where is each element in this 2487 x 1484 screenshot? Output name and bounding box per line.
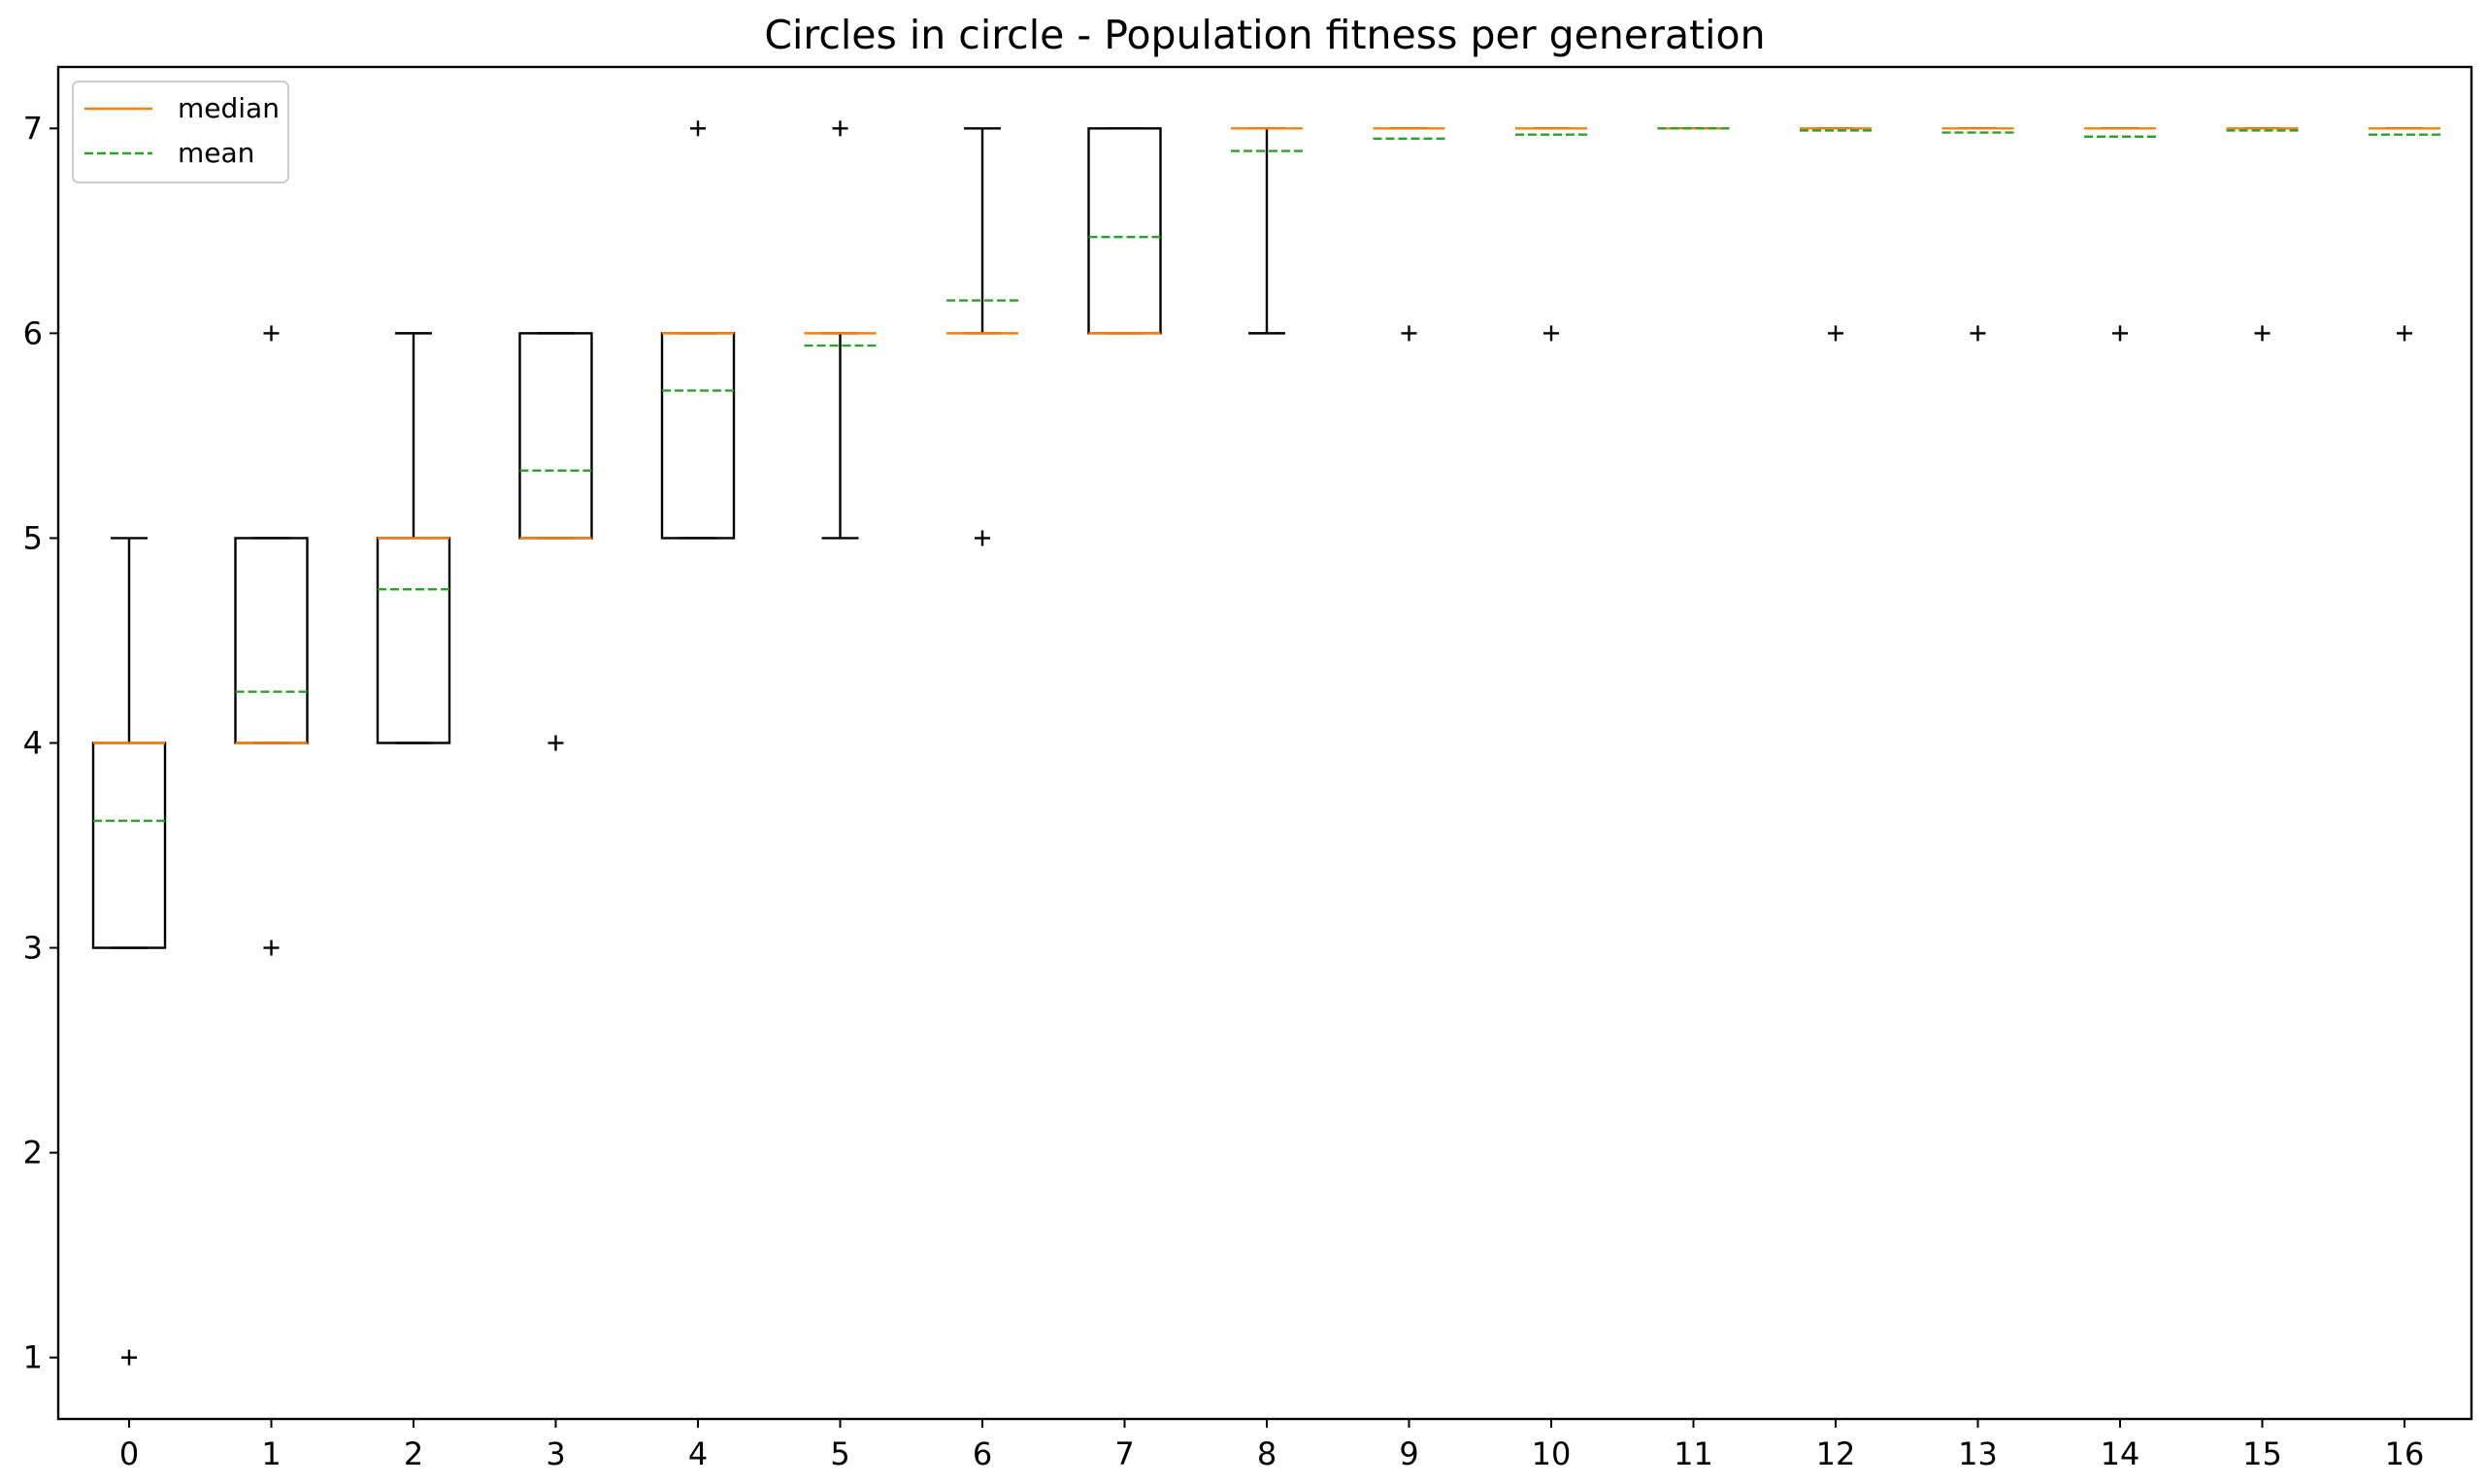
legend-mean-label: mean [178, 137, 254, 169]
x-tick-label: 12 [1816, 1435, 1856, 1472]
y-tick-label: 1 [23, 1339, 43, 1376]
chart-title: Circles in circle - Population fitness p… [764, 12, 1765, 58]
flier-marker [1970, 325, 1986, 342]
x-tick-label: 13 [1958, 1435, 1998, 1472]
x-tick-label: 11 [1674, 1435, 1713, 1472]
flier-marker [2254, 325, 2271, 342]
flier-marker [547, 735, 564, 751]
x-tick-label: 0 [119, 1435, 139, 1472]
flier-marker [832, 120, 848, 137]
legend: median mean [72, 81, 289, 183]
flier-marker [121, 1349, 137, 1366]
flier-marker [2112, 325, 2128, 342]
x-tick-label: 1 [261, 1435, 281, 1472]
flier-marker [1401, 325, 1417, 342]
flier-marker [690, 120, 706, 137]
x-tick-label: 8 [1257, 1435, 1277, 1472]
y-tick-label: 4 [23, 725, 43, 762]
flier-marker [975, 530, 990, 546]
flier-marker [2397, 325, 2412, 342]
x-tick-label: 3 [546, 1435, 565, 1472]
x-tick-label: 7 [1114, 1435, 1134, 1472]
y-tick-label: 6 [23, 314, 43, 351]
flier-marker [263, 325, 280, 342]
x-tick-label: 2 [404, 1435, 423, 1472]
y-tick-label: 5 [23, 519, 43, 556]
flier-marker [263, 940, 280, 956]
x-tick-label: 14 [2101, 1435, 2140, 1472]
x-tick-label: 15 [2242, 1435, 2282, 1472]
x-tick-label: 4 [688, 1435, 708, 1472]
x-tick-label: 9 [1399, 1435, 1418, 1472]
x-tick-label: 10 [1532, 1435, 1572, 1472]
legend-median-label: median [178, 92, 280, 124]
y-tick-label: 2 [23, 1135, 43, 1171]
flier-marker [1828, 325, 1843, 342]
x-tick-label: 6 [973, 1435, 992, 1472]
x-tick-label: 5 [830, 1435, 849, 1472]
axes-frame [56, 65, 2473, 1421]
x-tick-label: 16 [2385, 1435, 2425, 1472]
y-tick-label: 7 [23, 110, 43, 147]
flier-marker [1543, 325, 1559, 342]
legend-box [72, 81, 289, 183]
y-tick-label: 3 [23, 930, 43, 967]
